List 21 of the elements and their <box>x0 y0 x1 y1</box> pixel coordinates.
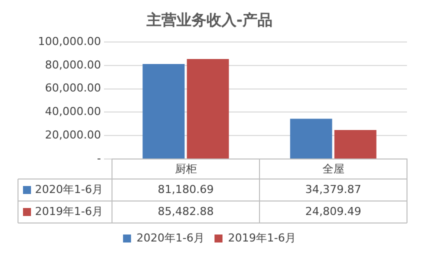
y-tick-label: 40,000.00 <box>45 105 101 118</box>
bar <box>142 64 185 158</box>
bar <box>334 130 376 158</box>
data-label: 24,809.49 <box>305 204 362 218</box>
legend-label: 2020年1-6月 <box>35 182 103 196</box>
legend-label: 2019年1-6月 <box>228 231 296 244</box>
y-tick-label: 100,000.00 <box>38 34 101 48</box>
bar <box>290 118 332 158</box>
data-label: 34,379.87 <box>305 182 362 196</box>
text: 2019年1-6月 <box>35 204 103 218</box>
x-tick-label: 全屋 <box>322 162 344 176</box>
data-label: 81,180.69 <box>158 182 214 196</box>
data-label: 85,482.88 <box>158 204 214 218</box>
text: 2020年1-6月 <box>136 231 205 244</box>
x-tick-label: 厨柜 <box>174 162 197 176</box>
y-tick-label: 20,000.00 <box>45 128 101 142</box>
y-tick-label: 80,000.00 <box>45 58 101 72</box>
chart-title: 主营业务收入-产品 <box>145 10 273 29</box>
y-tick-label: 60,000.00 <box>45 82 101 95</box>
y-tick-label: - <box>97 152 102 165</box>
bar <box>186 58 229 158</box>
